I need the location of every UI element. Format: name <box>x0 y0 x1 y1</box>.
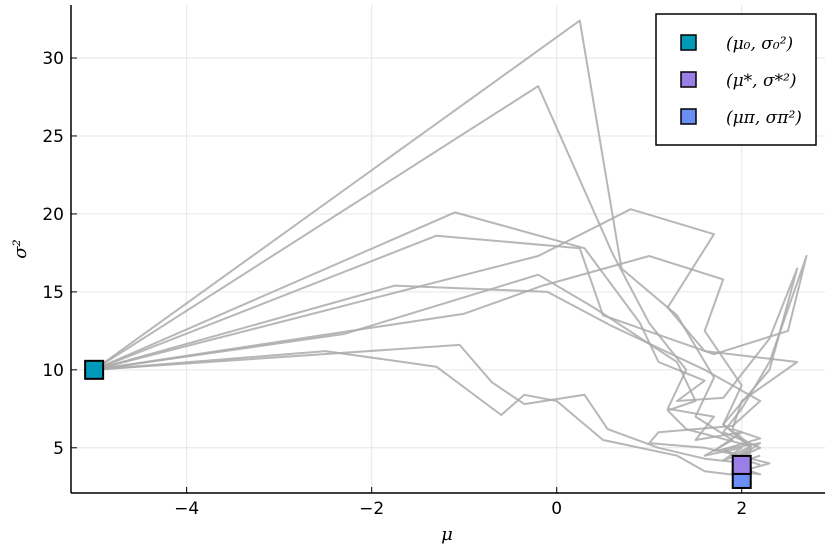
y-tick-label: 10 <box>42 361 64 381</box>
y-tick-label: 15 <box>42 283 64 303</box>
y-tick-label: 25 <box>42 127 64 147</box>
y-tick-label: 20 <box>42 205 64 225</box>
x-tick-label: −4 <box>174 499 199 519</box>
legend-label: (μπ, σπ²) <box>726 108 802 128</box>
marker-start <box>84 359 105 380</box>
trajectory-6 <box>93 284 771 473</box>
trajectory-2 <box>93 85 762 463</box>
trajectory-5 <box>93 208 799 459</box>
legend-swatch <box>680 108 697 125</box>
trajectory-9 <box>94 343 762 476</box>
x-tick-label: −2 <box>359 499 384 519</box>
legend-label: (μ₀, σ₀²) <box>726 34 793 54</box>
marker-optimum <box>731 454 752 475</box>
trajectory-10 <box>94 350 742 477</box>
legend-swatch <box>680 34 697 51</box>
y-tick-label: 30 <box>42 49 64 69</box>
trajectory-3 <box>93 211 799 460</box>
markers <box>84 359 752 489</box>
y-tick-label: 5 <box>53 439 64 459</box>
trajectory-4 <box>93 234 808 462</box>
x-axis-title: μ <box>441 524 453 545</box>
x-tick-label: 2 <box>736 499 747 519</box>
trajectories <box>93 19 808 477</box>
x-tick-label: 0 <box>551 499 562 519</box>
y-axis-title: σ² <box>10 239 31 259</box>
trajectory-7 <box>93 273 761 466</box>
trajectory-8 <box>93 255 752 446</box>
legend: (μ₀, σ₀²) (μ*, σ*²) (μπ, σπ²) <box>655 13 817 146</box>
legend-label: (μ*, σ*²) <box>726 71 797 91</box>
legend-swatch <box>680 71 697 88</box>
